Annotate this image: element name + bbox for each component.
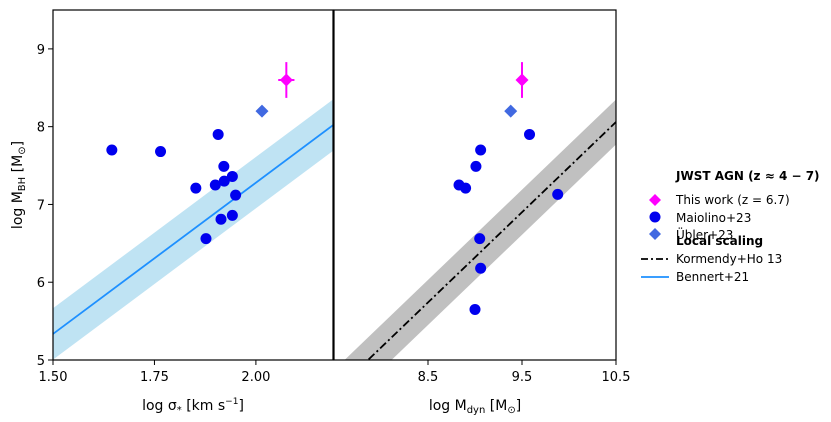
y-tick-label-2: 7: [37, 198, 45, 213]
point-maiolino-left-9: [226, 170, 238, 182]
right-panel-mdyn: 8.5 9.5 10.5: [333, 9, 631, 385]
point-this-work-left-0: [279, 73, 293, 87]
point-maiolino-left-10: [226, 209, 238, 221]
legend: JWST AGN (z ≈ 4 − 7) This work (z = 6.7)…: [641, 169, 820, 284]
point-maiolino-left-1: [155, 146, 167, 158]
x-tick-label-left-0: 1.50: [39, 370, 68, 385]
point-maiolino-left-6: [215, 213, 227, 225]
point-maiolino-right-4: [474, 233, 486, 245]
y-tick-label-0: 5: [37, 354, 45, 369]
x-axis-label-right: log Mdyn [M⊙]: [429, 398, 521, 416]
point-maiolino-left-7: [218, 160, 230, 172]
plot-area-left: [53, 62, 333, 360]
left-panel-sigma: 1.50 1.75 2.00 5 6 7 8 9: [37, 9, 334, 385]
legend-maiolino-label: Maiolino+23: [676, 211, 751, 225]
legend-ubler-marker: [649, 228, 661, 240]
point-maiolino-right-1: [460, 182, 472, 194]
axes-frame-left: [52, 9, 334, 361]
legend-title-jwst: JWST AGN (z ≈ 4 − 7): [675, 169, 820, 183]
point-maiolino-left-5: [212, 128, 224, 140]
legend-kormendy-label: Kormendy+Ho 13: [676, 252, 782, 266]
point-maiolino-left-3: [200, 233, 212, 245]
point-maiolino-left-2: [190, 182, 202, 194]
x-tick-label-left-2: 2.00: [241, 370, 270, 385]
point-maiolino-right-5: [475, 144, 487, 156]
point-maiolino-left-0: [106, 144, 118, 156]
point-maiolino-left-4: [209, 179, 221, 191]
point-this-work-right-0: [515, 73, 529, 87]
point-maiolino-left-11: [230, 189, 242, 201]
point-maiolino-right-6: [475, 262, 487, 274]
x-tick-label-left-1: 1.75: [140, 370, 169, 385]
axes-frame-right: [333, 9, 617, 361]
legend-maiolino-marker: [649, 211, 661, 223]
x-tick-label-right-2: 10.5: [602, 370, 631, 385]
point-maiolino-left-8: [218, 175, 230, 187]
point-ubler-left-0: [255, 104, 269, 118]
y-tick-label-4: 9: [37, 43, 45, 58]
relation-line-right: [366, 121, 616, 360]
point-ubler-right-0: [504, 104, 518, 118]
x-axis-label-left: log σ* [km s−1]: [142, 397, 244, 416]
y-tick-label-1: 6: [37, 276, 45, 291]
point-maiolino-right-7: [524, 128, 536, 140]
legend-this-work-label: This work (z = 6.7): [675, 193, 790, 207]
x-tick-label-right-0: 8.5: [418, 370, 439, 385]
legend-this-work-marker: [649, 194, 661, 206]
legend-ubler-label: Übler+23: [676, 226, 733, 242]
x-tick-label-right-1: 9.5: [512, 370, 533, 385]
y-axis-label: log MBH [M⊙]: [10, 141, 28, 229]
point-maiolino-right-2: [469, 303, 481, 315]
y-tick-label-3: 8: [37, 121, 45, 136]
scatter-band-right: [344, 99, 616, 360]
legend-bennert-label: Bennert+21: [676, 270, 749, 284]
relation-line-left: [53, 124, 333, 335]
plot-area-right: [344, 62, 616, 360]
point-maiolino-right-3: [470, 160, 482, 172]
legend-title-local-scaling: Local scaling: [676, 234, 763, 248]
point-maiolino-right-8: [552, 188, 564, 200]
